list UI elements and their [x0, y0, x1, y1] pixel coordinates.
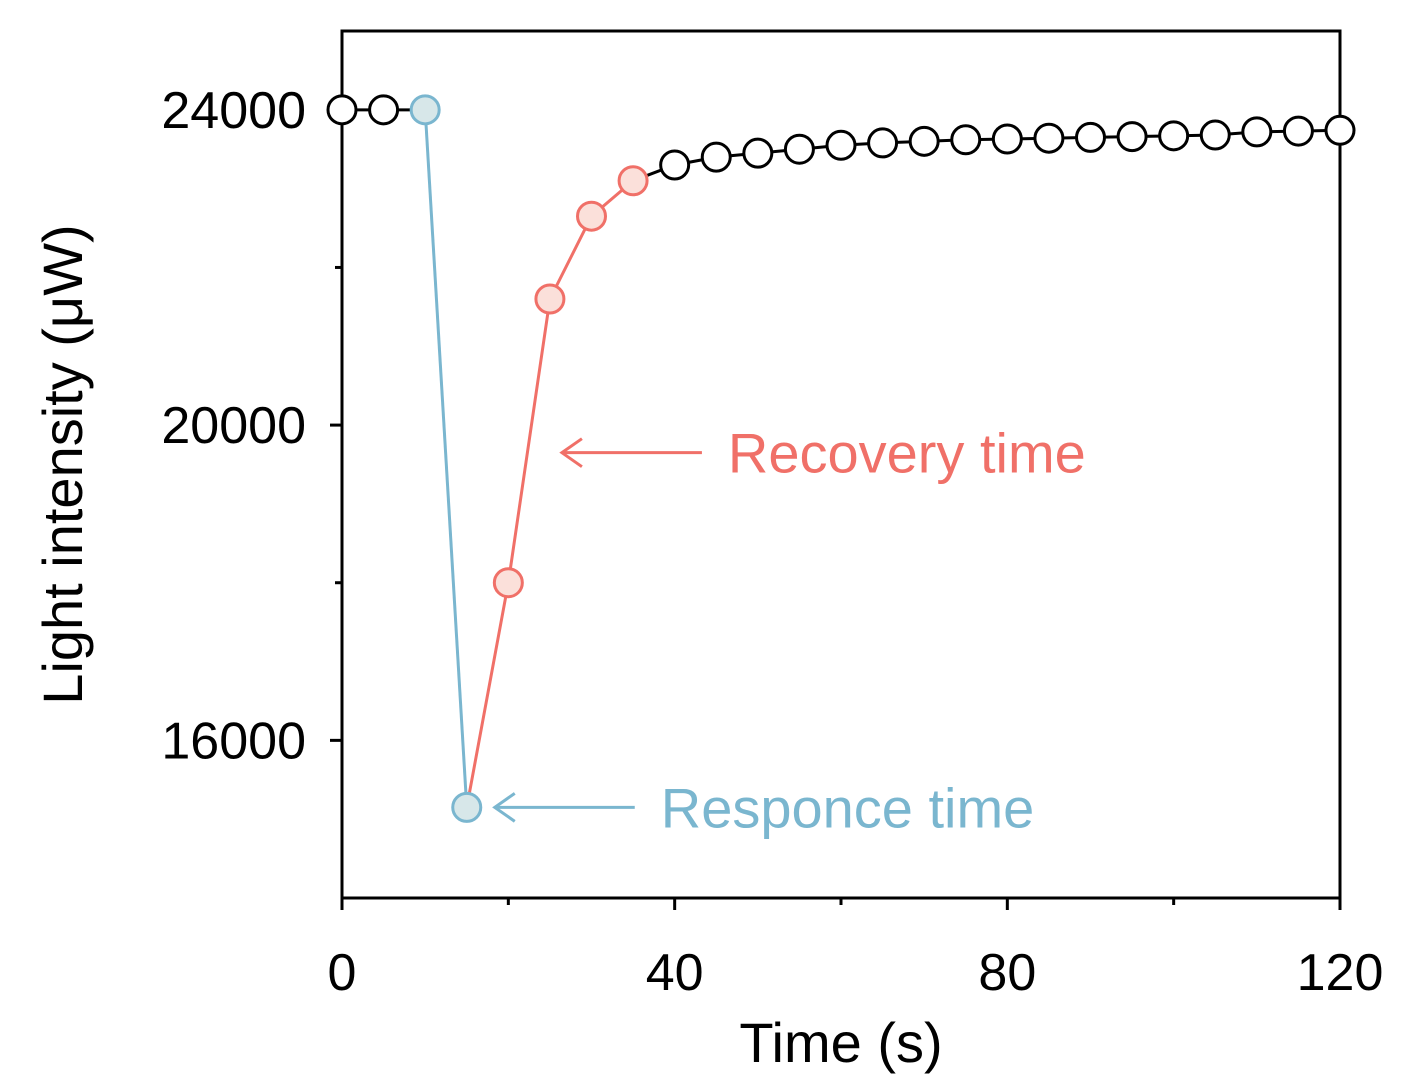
data-point [908, 125, 940, 157]
annotation-arrow-head [559, 437, 583, 468]
axes: 0 40 80 120 16000 20000 24000 Time (s) Light int… [31, 29, 1384, 1074]
data-point [576, 200, 607, 232]
data-point [1033, 122, 1065, 154]
x-tick-label: 120 [1297, 944, 1384, 1002]
annotation-arrow-head [492, 792, 516, 823]
data-point [1199, 119, 1231, 151]
data-point [617, 165, 649, 197]
x-tick-label: 40 [646, 944, 704, 1002]
annotations: Recovery time Responce time [492, 422, 1086, 839]
data-point [659, 149, 691, 181]
x-tick-label: 0 [328, 944, 357, 1002]
series-line-recovered [632, 128, 1341, 183]
data-point [950, 124, 982, 156]
y-axis-title: Light intensity (μW) [31, 224, 94, 704]
x-axis-title: Time (s) [739, 1011, 942, 1074]
data-point [409, 94, 441, 126]
x-tick-label: 80 [978, 944, 1036, 1002]
data-point [326, 94, 358, 126]
data-point [700, 141, 732, 173]
data-point [1075, 121, 1106, 153]
data-point [867, 127, 899, 159]
data-point [1116, 121, 1148, 153]
y-tick-label: 24000 [161, 82, 306, 140]
data-point [1324, 114, 1356, 146]
data-point [1241, 116, 1273, 148]
data-point [1282, 115, 1314, 147]
annotation-label: Recovery time [728, 422, 1086, 485]
annotation-label: Responce time [661, 776, 1035, 839]
data-point [825, 129, 857, 161]
data-point [991, 123, 1023, 155]
data-point [742, 137, 774, 169]
data-point [1158, 120, 1190, 152]
data-point [534, 283, 566, 315]
data-point [492, 567, 524, 599]
y-tick-label: 20000 [161, 397, 306, 455]
data-point [783, 133, 815, 165]
y-tick-label: 16000 [161, 712, 306, 770]
data-point [368, 94, 400, 126]
data-point [451, 791, 483, 823]
series-line-recovery-time [465, 179, 635, 808]
data-markers [326, 94, 1356, 823]
series-line-responce-time [423, 109, 469, 808]
